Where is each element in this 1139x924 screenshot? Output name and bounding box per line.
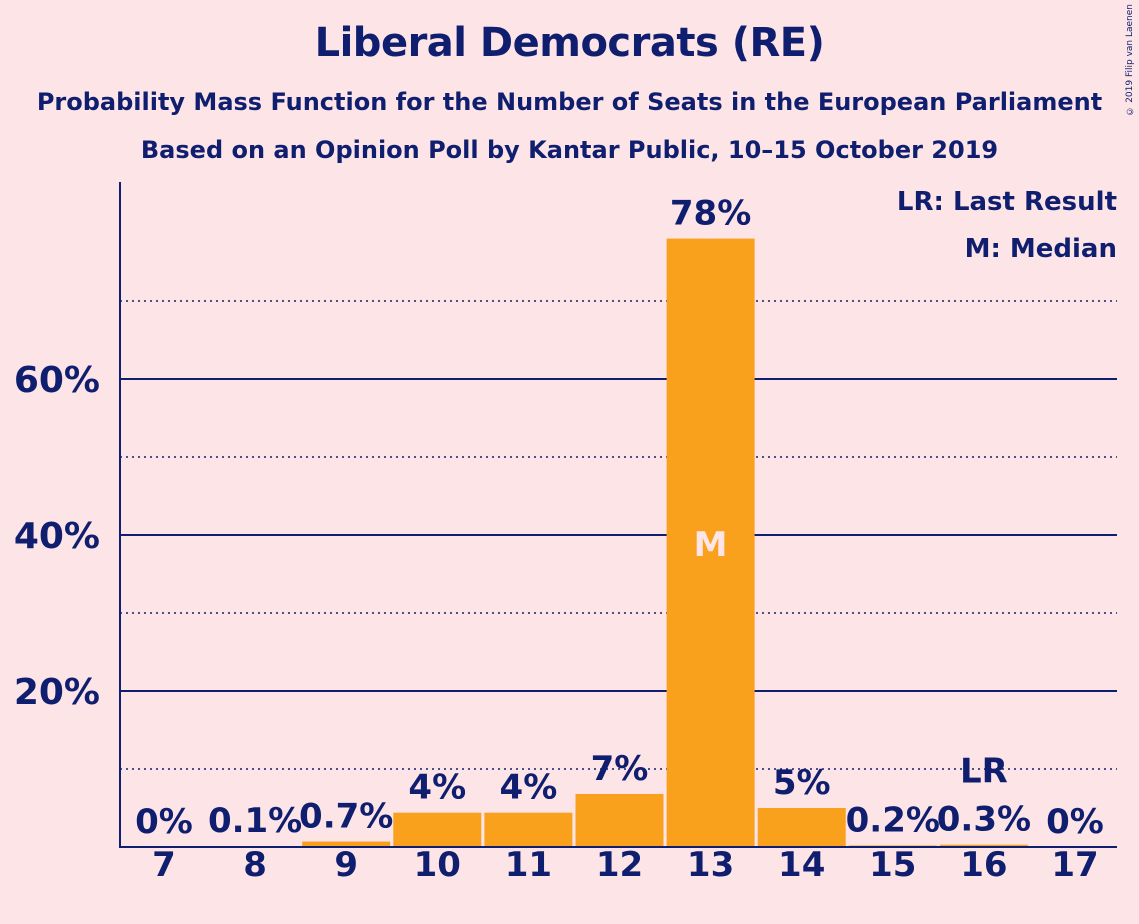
y-tick-label: 40%: [14, 516, 100, 557]
x-tick-label-16: 16: [960, 845, 1007, 885]
x-tick-label-9: 9: [334, 845, 358, 885]
data-labels: 0%70.1%80.7%94%104%117%1278%13M5%140.2%1…: [135, 194, 1104, 885]
x-tick-label-13: 13: [687, 845, 734, 885]
bar-10: [393, 812, 482, 847]
data-label-14: 5%: [773, 763, 831, 803]
data-label-10: 4%: [408, 768, 466, 808]
data-label-7: 0%: [135, 802, 193, 842]
last-result-marker: LR: [960, 752, 1008, 792]
axes: [119, 182, 1117, 848]
x-tick-label-7: 7: [152, 845, 176, 885]
data-label-16: 0.3%: [937, 800, 1031, 840]
data-label-15: 0.2%: [846, 800, 940, 840]
y-tick-label: 60%: [14, 360, 100, 401]
x-tick-label-12: 12: [596, 845, 643, 885]
bars: [211, 238, 1028, 848]
bar-12: [575, 793, 664, 847]
bar-11: [484, 812, 573, 847]
legend-last-result: LR: Last Result: [897, 187, 1117, 217]
bar-14: [757, 808, 846, 847]
data-label-9: 0.7%: [299, 797, 393, 837]
y-tick-label: 20%: [14, 672, 100, 713]
bar-16: [939, 844, 1028, 847]
bar-13: [666, 238, 755, 848]
x-tick-label-14: 14: [778, 845, 825, 885]
data-label-8: 0.1%: [208, 801, 302, 841]
chart-source-line: Based on an Opinion Poll by Kantar Publi…: [140, 136, 999, 164]
data-label-17: 0%: [1046, 802, 1104, 842]
bar-9: [302, 841, 391, 847]
x-tick-label-17: 17: [1051, 845, 1098, 885]
x-tick-label-11: 11: [505, 845, 552, 885]
data-label-13: 78%: [670, 194, 751, 234]
x-tick-label-10: 10: [414, 845, 461, 885]
median-marker: M: [694, 525, 728, 565]
x-tick-label-8: 8: [243, 845, 267, 885]
data-label-11: 4%: [500, 768, 558, 808]
data-label-12: 7%: [591, 749, 649, 789]
gridlines: 20% 40% 60%: [14, 300, 1117, 770]
chart-subtitle: Probability Mass Function for the Number…: [36, 88, 1103, 116]
x-tick-label-15: 15: [869, 845, 916, 885]
legend-median: M: Median: [965, 234, 1117, 264]
chart-title: Liberal Democrats (RE): [314, 20, 825, 66]
